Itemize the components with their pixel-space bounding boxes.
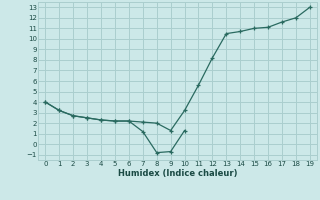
X-axis label: Humidex (Indice chaleur): Humidex (Indice chaleur) [118, 169, 237, 178]
